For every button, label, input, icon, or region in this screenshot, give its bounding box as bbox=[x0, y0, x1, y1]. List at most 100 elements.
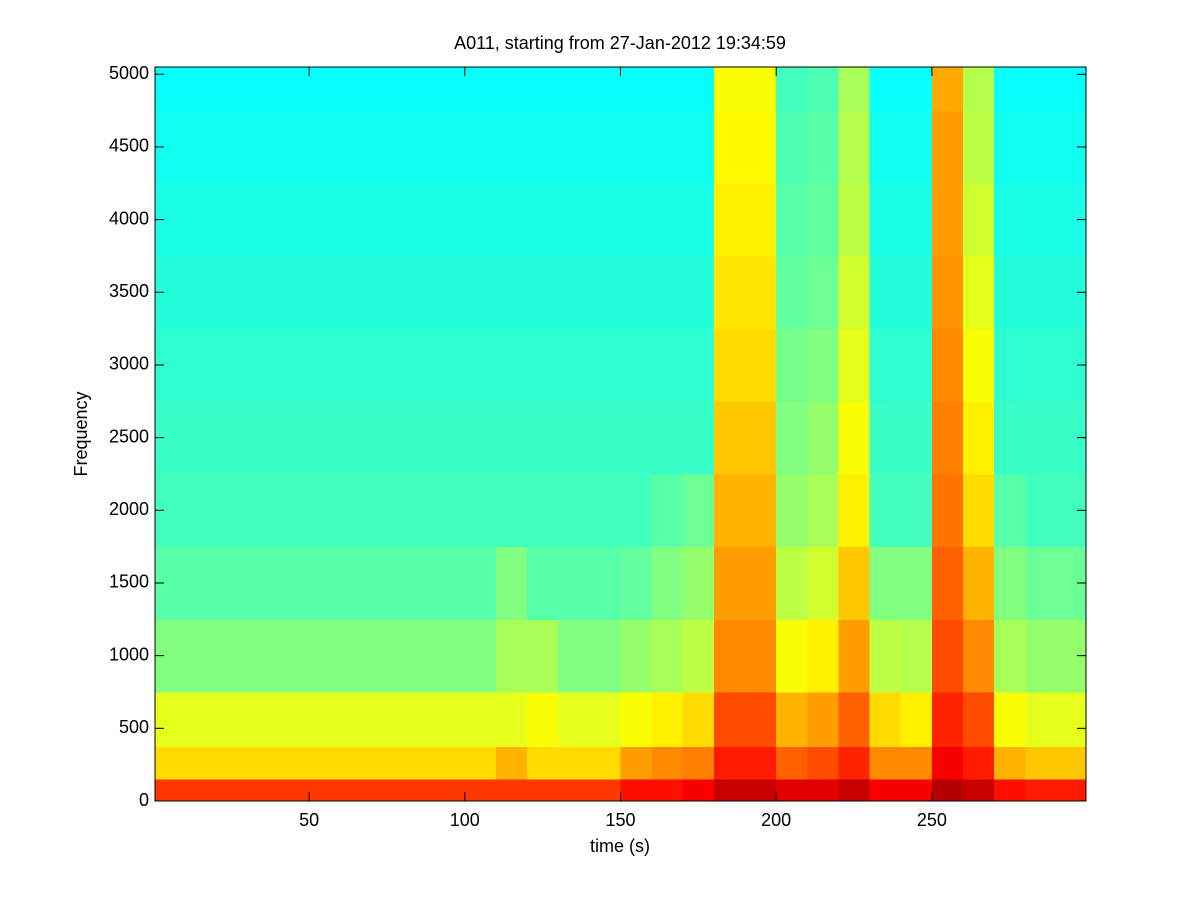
heatmap-cell bbox=[931, 546, 964, 620]
heatmap-cell bbox=[495, 67, 528, 112]
heatmap bbox=[155, 67, 1087, 802]
heatmap-cell bbox=[900, 473, 933, 548]
heatmap-cell bbox=[807, 746, 839, 780]
heatmap-cell bbox=[558, 67, 590, 112]
heatmap-cell bbox=[433, 110, 466, 184]
heatmap-cell bbox=[184, 546, 217, 620]
heatmap-cell bbox=[433, 67, 466, 112]
heatmap-cell bbox=[776, 67, 808, 112]
heatmap-cell bbox=[1025, 401, 1057, 475]
heatmap-cell bbox=[464, 779, 497, 802]
heatmap-cell bbox=[869, 401, 902, 475]
heatmap-cell bbox=[713, 328, 746, 402]
y-tick-label: 1500 bbox=[109, 572, 149, 592]
heatmap-cell bbox=[309, 183, 341, 257]
heatmap-cell bbox=[589, 183, 621, 257]
heatmap-cell bbox=[745, 779, 777, 802]
heatmap-cell bbox=[807, 779, 839, 802]
heatmap-cell bbox=[682, 619, 715, 693]
heatmap-cell bbox=[464, 401, 497, 475]
heatmap-cell bbox=[931, 691, 964, 747]
heatmap-cell bbox=[869, 619, 902, 693]
y-tick-label: 1000 bbox=[109, 644, 149, 664]
heatmap-cell bbox=[215, 619, 248, 693]
heatmap-cell bbox=[340, 546, 372, 620]
heatmap-cell bbox=[682, 691, 715, 747]
heatmap-cell bbox=[558, 546, 590, 620]
heatmap-cell bbox=[807, 473, 839, 548]
heatmap-cell bbox=[994, 401, 1026, 475]
heatmap-cell bbox=[745, 691, 777, 747]
heatmap-cell bbox=[869, 691, 902, 747]
heatmap-cell bbox=[527, 473, 559, 548]
heatmap-cell bbox=[776, 779, 808, 802]
heatmap-cell bbox=[464, 67, 497, 112]
heatmap-cell bbox=[651, 401, 684, 475]
heatmap-cell bbox=[838, 779, 871, 802]
heatmap-cell bbox=[558, 328, 590, 402]
heatmap-cell bbox=[620, 110, 653, 184]
heatmap-cell bbox=[495, 401, 528, 475]
heatmap-cell bbox=[1056, 691, 1087, 747]
heatmap-cell bbox=[495, 746, 528, 780]
heatmap-cell bbox=[900, 67, 933, 112]
heatmap-cell bbox=[682, 67, 715, 112]
heatmap-cell bbox=[433, 779, 466, 802]
heatmap-cell bbox=[246, 255, 279, 330]
heatmap-cell bbox=[309, 110, 341, 184]
heatmap-cell bbox=[215, 546, 248, 620]
heatmap-cell bbox=[433, 328, 466, 402]
heatmap-cell bbox=[433, 401, 466, 475]
heatmap-cell bbox=[620, 328, 653, 402]
heatmap-cell bbox=[994, 328, 1026, 402]
heatmap-cell bbox=[651, 746, 684, 780]
heatmap-cell bbox=[931, 619, 964, 693]
heatmap-cell bbox=[745, 401, 777, 475]
heatmap-cell bbox=[869, 746, 902, 780]
heatmap-cell bbox=[651, 691, 684, 747]
heatmap-cell bbox=[558, 746, 590, 780]
heatmap-cell bbox=[371, 401, 404, 475]
heatmap-cell bbox=[807, 328, 839, 402]
heatmap-cell bbox=[433, 183, 466, 257]
heatmap-cell bbox=[371, 328, 404, 402]
heatmap-cell bbox=[620, 546, 653, 620]
heatmap-cell bbox=[620, 401, 653, 475]
heatmap-cell bbox=[869, 183, 902, 257]
heatmap-cell bbox=[340, 746, 372, 780]
heatmap-cell bbox=[433, 746, 466, 780]
heatmap-cell bbox=[963, 691, 995, 747]
heatmap-cell bbox=[527, 691, 559, 747]
heatmap-cell bbox=[620, 67, 653, 112]
heatmap-cell bbox=[931, 746, 964, 780]
heatmap-cell bbox=[963, 473, 995, 548]
heatmap-cell bbox=[776, 110, 808, 184]
heatmap-cell bbox=[277, 110, 310, 184]
heatmap-cell bbox=[402, 546, 435, 620]
x-tick-label: 200 bbox=[761, 810, 791, 830]
heatmap-cell bbox=[340, 473, 372, 548]
heatmap-cell bbox=[246, 546, 279, 620]
heatmap-cell bbox=[433, 619, 466, 693]
heatmap-cell bbox=[1025, 255, 1057, 330]
heatmap-cell bbox=[1025, 619, 1057, 693]
heatmap-cell bbox=[682, 546, 715, 620]
heatmap-cell bbox=[340, 255, 372, 330]
heatmap-cell bbox=[900, 546, 933, 620]
heatmap-cell bbox=[682, 746, 715, 780]
heatmap-cell bbox=[277, 328, 310, 402]
heatmap-cell bbox=[807, 401, 839, 475]
heatmap-cell bbox=[994, 473, 1026, 548]
heatmap-cell bbox=[402, 183, 435, 257]
y-tick-label: 3000 bbox=[109, 354, 149, 374]
heatmap-cell bbox=[900, 255, 933, 330]
heatmap-cell bbox=[745, 67, 777, 112]
heatmap-cell bbox=[184, 779, 217, 802]
heatmap-cell bbox=[963, 546, 995, 620]
heatmap-cell bbox=[869, 473, 902, 548]
heatmap-cell bbox=[745, 619, 777, 693]
heatmap-cell bbox=[620, 746, 653, 780]
heatmap-cell bbox=[527, 67, 559, 112]
heatmap-cell bbox=[994, 779, 1026, 802]
heatmap-cell bbox=[495, 546, 528, 620]
